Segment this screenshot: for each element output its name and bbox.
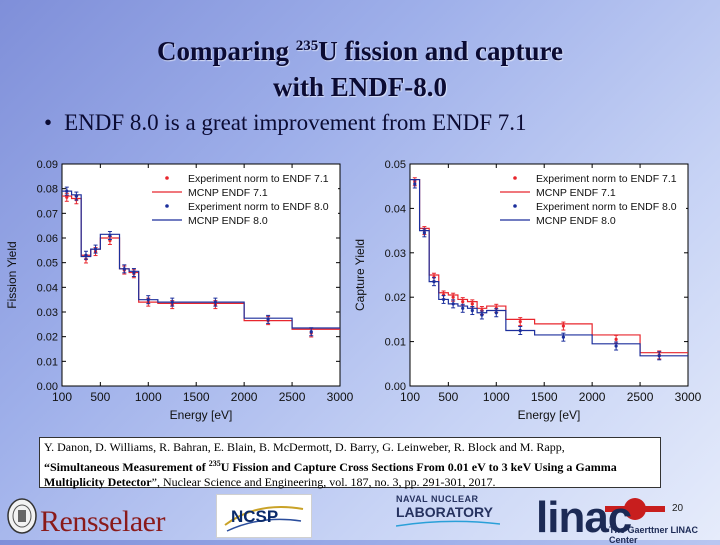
naval-nuclear-lab-logo: NAVAL NUCLEAR LABORATORY — [396, 494, 500, 527]
chart2-legend-swatch-3 — [513, 204, 517, 208]
chart1-x-axis-label: Energy [eV] — [170, 408, 233, 422]
chart2-data-point-1 — [614, 337, 618, 341]
chart2-legend-label-1: Experiment norm to ENDF 7.1 — [536, 173, 677, 185]
chart1-x-tick-label: 100 — [52, 390, 72, 404]
chart1-y-tick-label: 0.02 — [37, 332, 58, 344]
chart1-x-tick-label: 1000 — [135, 390, 162, 404]
chart2-data-point-1 — [451, 295, 455, 299]
chart2-y-tick-label: 0.01 — [385, 337, 406, 349]
chart2-x-tick-label: 3000 — [675, 390, 702, 404]
nnl-swoosh-icon — [396, 520, 500, 527]
citation-authors: Y. Danon, D. Williams, R. Bahran, E. Bla… — [44, 440, 565, 454]
chart2-x-tick-label: 2000 — [579, 390, 606, 404]
title-prefix: Comparing — [156, 36, 296, 66]
chart1-y-tick-label: 0.04 — [37, 282, 58, 294]
title-rest: U fission and capture — [318, 36, 564, 66]
chart2-y-tick-label: 0.04 — [385, 203, 406, 215]
chart2-data-point-3 — [461, 306, 465, 310]
chart2-series-line-4 — [410, 178, 688, 357]
chart2-data-point-1 — [561, 324, 565, 328]
page-number: 20 — [672, 503, 684, 514]
charts-container: 0.00 0.01 0.02 0.03 0.04 0.05 0.06 0.07 0.08 0.09… — [0, 150, 720, 435]
chart1-y-tick-label: 0.01 — [37, 356, 58, 368]
linac-beam-icon — [605, 498, 665, 520]
chart1-x-tick-label: 2000 — [231, 390, 258, 404]
chart2-data-point-3 — [470, 308, 474, 313]
chart2-data-point-3 — [480, 313, 484, 317]
chart2-y-tick-label: 0.00 — [385, 381, 406, 393]
chart2-x-tick-label: 500 — [438, 390, 458, 404]
chart1-y-axis-label: Fission Yield — [5, 241, 19, 308]
chart2-y-tick-label: 0.03 — [385, 248, 406, 260]
citation-title-open: “Simultaneous Measurement of — [44, 459, 209, 474]
chart2-x-tick-label: 100 — [400, 390, 420, 404]
nnl-line1: NAVAL NUCLEAR — [396, 494, 479, 504]
chart1-y-tick-label: 0.07 — [37, 208, 58, 220]
chart1-y-tick-label: 0.09 — [37, 159, 58, 171]
chart2-y-tick-label: 0.05 — [385, 159, 406, 171]
chart1-legend-label-2: MCNP ENDF 7.1 — [188, 187, 268, 199]
chart2-data-point-3 — [561, 335, 565, 339]
chart2-legend-label-4: MCNP ENDF 8.0 — [536, 215, 616, 227]
rensselaer-seal-icon — [7, 498, 37, 534]
chart1-legend-swatch-1 — [165, 176, 169, 180]
citation-title: “Simultaneous Measurement of 235U Fissio… — [44, 458, 617, 490]
chart1-data-point-3 — [309, 330, 313, 334]
chart2-legend-label-2: MCNP ENDF 7.1 — [536, 187, 616, 199]
chart1-y-tick-label: 0.08 — [37, 184, 58, 196]
chart2-data-point-1 — [461, 300, 465, 304]
chart1-legend-label-1: Experiment norm to ENDF 7.1 — [188, 173, 329, 185]
chart2-data-point-3 — [422, 231, 426, 235]
chart1-series-line-4 — [62, 190, 340, 329]
chart1-x-tick-label: 500 — [90, 390, 110, 404]
chart2-data-point-1 — [470, 302, 474, 306]
chart1-x-tick-label: 3000 — [327, 390, 354, 404]
rensselaer-logo: Rensselaer — [40, 505, 165, 538]
bullet-dot-icon: • — [44, 110, 53, 135]
title-superscript: 235 — [295, 38, 319, 54]
chart1-y-tick-label: 0.03 — [37, 307, 58, 319]
chart2-x-tick-label: 2500 — [627, 390, 654, 404]
ncsp-logo: NCSP — [216, 494, 312, 538]
slide-title: Comparing 235U fission and capture with … — [0, 28, 720, 105]
citation-box: Y. Danon, D. Williams, R. Bahran, E. Bla… — [39, 437, 661, 490]
chart2-data-point-1 — [518, 320, 522, 324]
title-line-1: Comparing 235U fission and capture — [0, 28, 720, 69]
chart1-x-tick-label: 1500 — [183, 390, 210, 404]
chart1-legend-label-3: Experiment norm to ENDF 8.0 — [188, 201, 329, 213]
chart1-y-tick-label: 0.06 — [37, 233, 58, 245]
chart1-legend-swatch-3 — [165, 204, 169, 208]
charts-svg: 0.00 0.01 0.02 0.03 0.04 0.05 0.06 0.07 0.08 0.09… — [5, 159, 702, 422]
title-line-2: with ENDF-8.0 — [273, 72, 447, 102]
chart1-y-tick-label: 0.00 — [37, 381, 58, 393]
chart2-legend-label-3: Experiment norm to ENDF 8.0 — [536, 201, 677, 213]
bullet-point: • ENDF 8.0 is a great improvement from EN… — [44, 110, 527, 136]
chart2-data-point-3 — [413, 182, 417, 186]
chart1-y-tick-label: 0.05 — [37, 258, 58, 270]
linac-logo: linac — [536, 493, 632, 542]
chart1-legend-label-4: MCNP ENDF 8.0 — [188, 215, 268, 227]
bullet-text: ENDF 8.0 is a great improvement from END… — [64, 110, 527, 135]
chart2-data-point-3 — [614, 344, 618, 348]
chart1-x-tick-label: 2500 — [279, 390, 306, 404]
ncsp-text: NCSP — [231, 507, 279, 526]
chart2-x-axis-label: Energy [eV] — [518, 408, 581, 422]
chart2-series-line-2 — [410, 178, 688, 354]
citation-title-close: U Fission and Capture Cross Sections Fro… — [44, 459, 617, 490]
linac-subtitle: The Gaerttner LINAC Center — [609, 525, 699, 545]
chart2-data-point-3 — [494, 311, 498, 315]
chart2-x-tick-label: 1000 — [483, 390, 510, 404]
citation-journal: ”, Nuclear Science and Engineering, vol.… — [151, 475, 496, 489]
chart2-y-tick-label: 0.02 — [385, 292, 406, 304]
chart2-x-tick-label: 1500 — [531, 390, 558, 404]
chart2-legend-swatch-1 — [513, 176, 517, 180]
ncsp-swoosh-icon — [224, 506, 304, 532]
chart2-y-axis-label: Capture Yield — [353, 239, 367, 311]
citation-title-sup: 235 — [208, 458, 221, 468]
nnl-line2: LABORATORY — [396, 504, 493, 520]
